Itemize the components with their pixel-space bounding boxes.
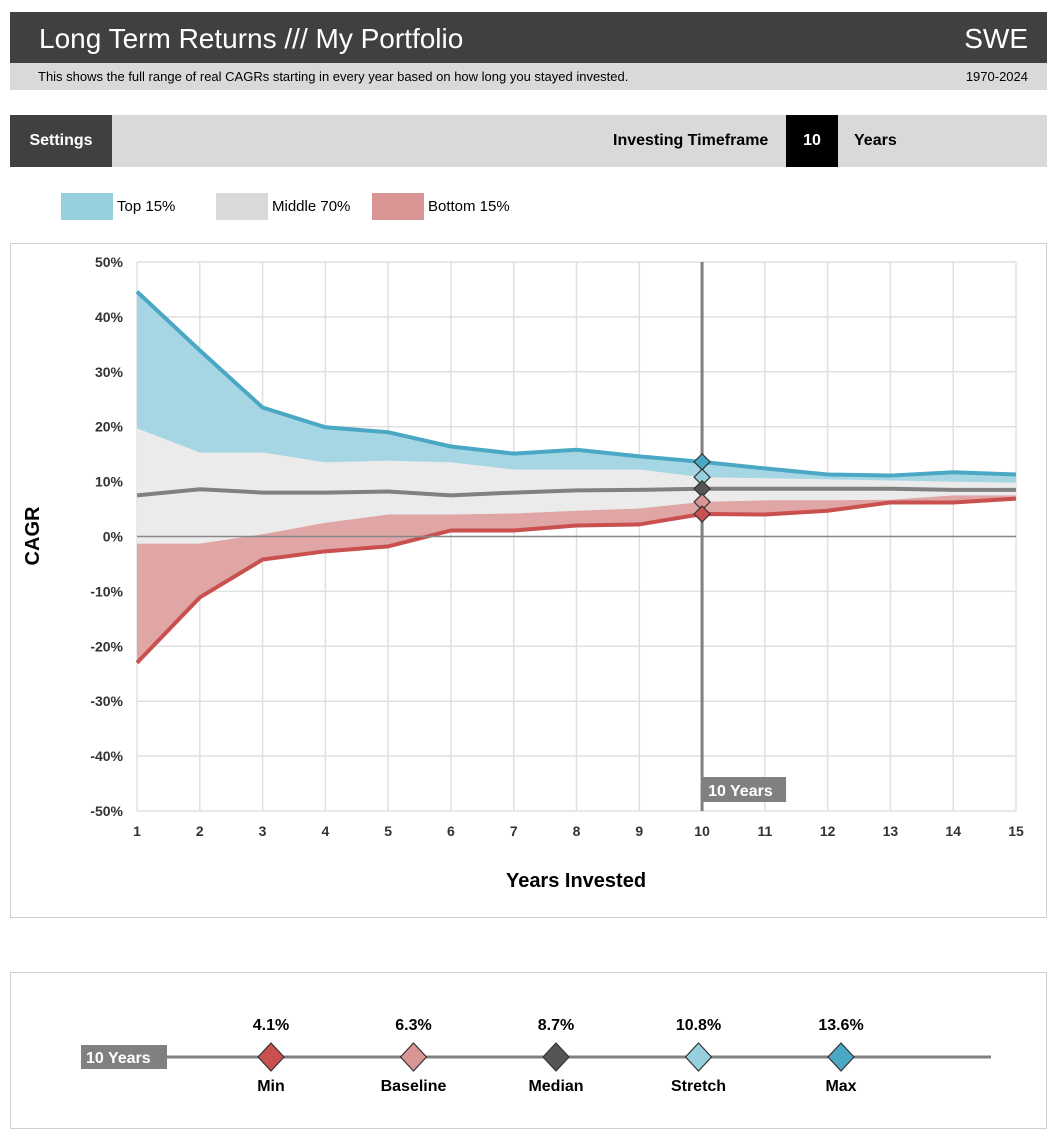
page-title: Long Term Returns /// My Portfolio (39, 23, 464, 54)
x-tick-label: 13 (883, 823, 899, 839)
legend-top: Top 15% (61, 193, 175, 220)
y-tick-label: -50% (90, 803, 123, 819)
y-tick-label: 20% (95, 419, 124, 435)
summary-value: 6.3% (395, 1017, 431, 1034)
x-tick-label: 12 (820, 823, 836, 839)
subtitle: This shows the full range of real CAGRs … (38, 69, 629, 84)
settings-button[interactable]: Settings (10, 115, 112, 167)
x-tick-label: 8 (573, 823, 581, 839)
subtitle-bar: This shows the full range of real CAGRs … (10, 63, 1047, 90)
x-tick-label: 5 (384, 823, 392, 839)
summary-badge (81, 1045, 167, 1069)
legend-swatch (61, 193, 113, 220)
y-tick-label: 40% (95, 309, 124, 325)
max-diamond-icon (827, 1042, 855, 1072)
x-tick-label: 6 (447, 823, 455, 839)
y-tick-label: 0% (103, 529, 124, 545)
x-tick-label: 1 (133, 823, 141, 839)
region-label: SWE (964, 23, 1028, 54)
median-diamond-icon (542, 1042, 570, 1072)
summary-name: Stretch (671, 1078, 726, 1095)
baseline-diamond-icon (399, 1042, 428, 1072)
summary-value: 10.8% (676, 1017, 721, 1034)
min-line (135, 496, 1017, 665)
header-bar: Long Term Returns /// My Portfolio SWE (10, 12, 1047, 63)
timeframe-input[interactable]: 10 (786, 115, 838, 167)
legend-label: Middle 70% (272, 198, 351, 215)
x-axis-label: Years Invested (506, 870, 646, 892)
legend-swatch (216, 193, 268, 220)
top-band (137, 291, 1016, 483)
chart-panel: 50% 40% 30% 20% 10% 0% -10% -20% -30% -40% -50% 1 2 3… (10, 243, 1047, 918)
y-tick-label: 10% (95, 474, 124, 490)
cagr-chart: 50%40%30%20%10%0%-10%-20%-30%-40%-50%1 2 3… (22, 254, 1024, 892)
summary-name: Max (825, 1078, 856, 1095)
y-tick-label: 30% (95, 364, 124, 380)
settings-bar: Settings Investing Timeframe 10 Years (10, 115, 1047, 167)
x-tick-label: 2 (196, 823, 204, 839)
summary-strip: 10 Years 4.1% Min 6.3% Baseline 8.7% Median 10.… (81, 1017, 991, 1095)
selected-year-badge (703, 777, 787, 802)
x-tick-label: 11 (757, 823, 772, 839)
selected-year-label: 10 Years (708, 783, 773, 800)
summary-value: 4.1% (253, 1017, 289, 1034)
legend-middle: Middle 70% (216, 193, 350, 220)
summary-badge-label: 10 Years (86, 1050, 151, 1067)
x-tick-label: 14 (945, 823, 961, 839)
y-tick-label: -30% (90, 693, 123, 709)
y-tick-label: -40% (90, 748, 123, 764)
x-tick-label: 7 (510, 823, 518, 839)
y-tick-label: -10% (90, 583, 123, 599)
stretch-diamond-icon (684, 1042, 713, 1072)
summary-name: Min (257, 1078, 285, 1095)
legend-label: Top 15% (117, 198, 176, 215)
median-line (136, 486, 1016, 498)
min-marker (693, 505, 711, 523)
timeframe-unit: Years (854, 132, 897, 149)
summary-value: 13.6% (818, 1017, 863, 1034)
y-tick-label: -20% (90, 638, 123, 654)
summary-panel: 10 Years 4.1% Min 6.3% Baseline 8.7% Median 10.… (10, 972, 1047, 1129)
summary-name: Median (528, 1078, 583, 1095)
summary-value: 8.7% (538, 1017, 574, 1034)
y-axis-label: CAGR (22, 506, 44, 565)
x-tick-label: 4 (321, 823, 329, 839)
y-tick-label: 50% (95, 254, 124, 270)
legend-label: Bottom 15% (428, 198, 510, 215)
summary-name: Baseline (381, 1078, 447, 1095)
legend-swatch (372, 193, 424, 220)
legend-bottom: Bottom 15% (372, 193, 510, 220)
min-diamond-icon (257, 1042, 285, 1072)
timeframe-label: Investing Timeframe (613, 132, 769, 149)
x-tick-label: 3 (259, 823, 267, 839)
max-line (135, 290, 1017, 478)
x-tick-label: 15 (1008, 823, 1024, 839)
x-tick-label: 9 (635, 823, 643, 839)
middle-band (137, 428, 1016, 544)
date-range: 1970-2024 (965, 69, 1028, 84)
x-tick-label: 10 (694, 823, 710, 839)
